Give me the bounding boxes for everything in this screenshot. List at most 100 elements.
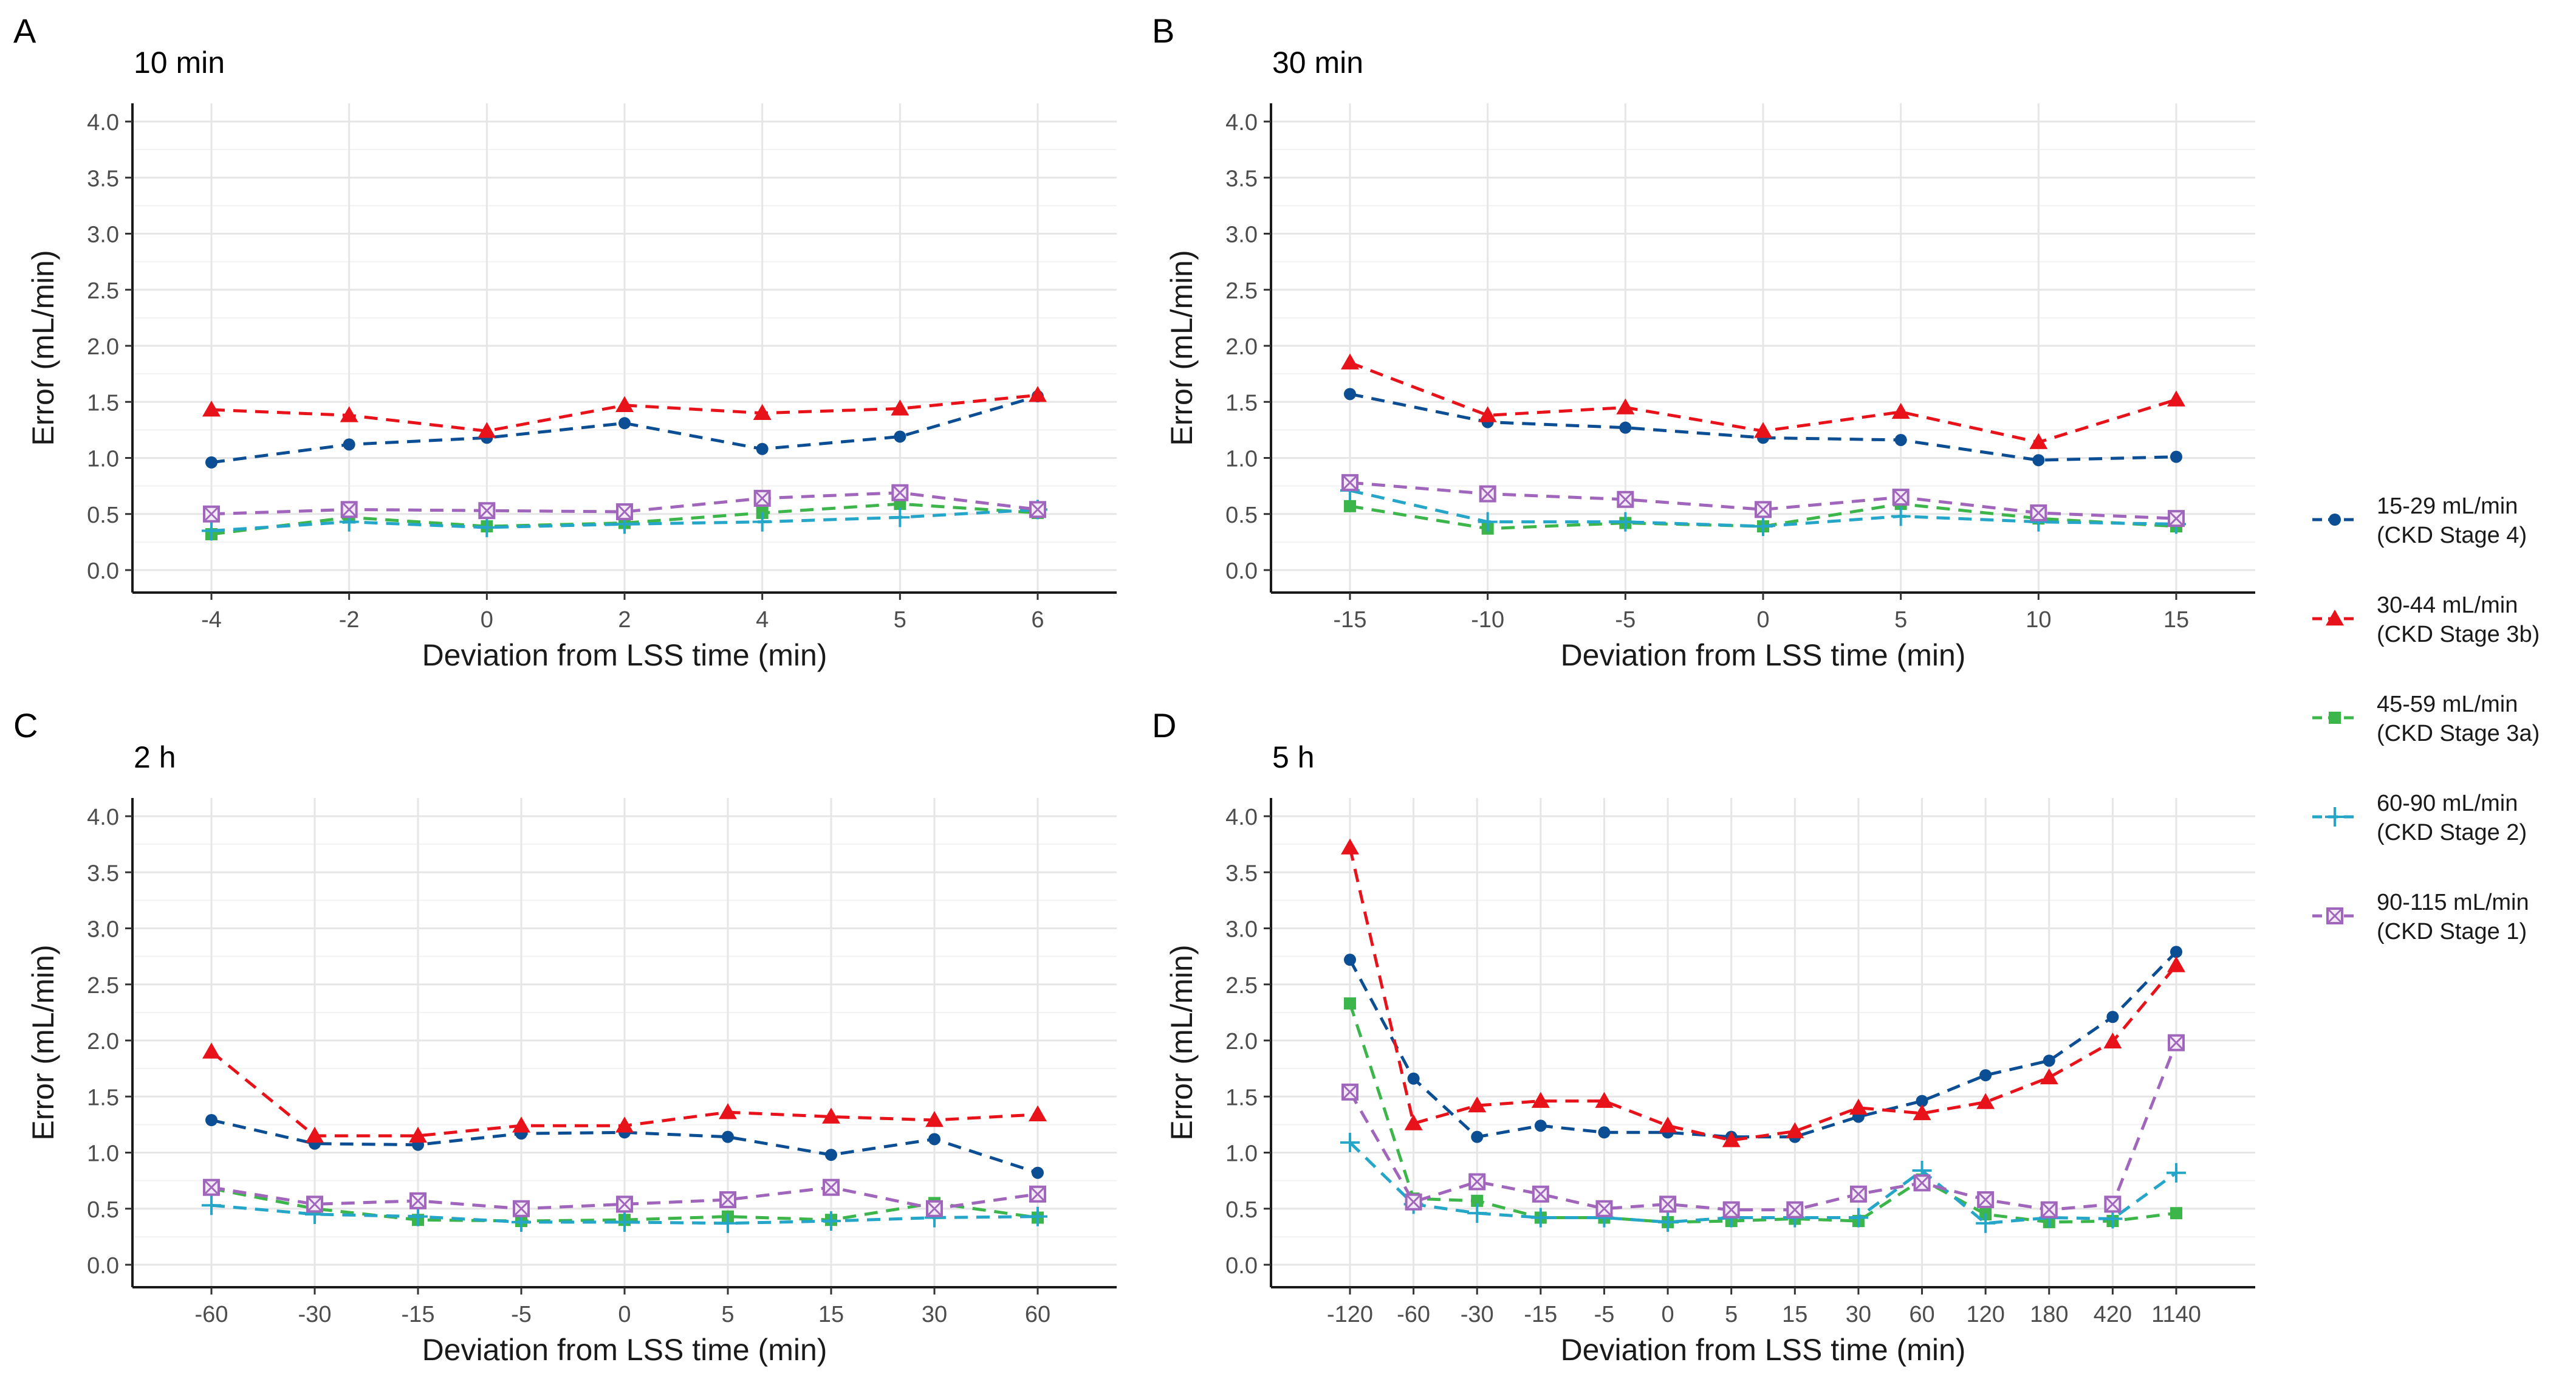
x-tick-label: 30 bbox=[922, 1302, 947, 1327]
data-point bbox=[2170, 1207, 2182, 1220]
x-tick-label: -60 bbox=[195, 1302, 228, 1327]
data-point bbox=[1977, 1191, 1995, 1208]
data-point bbox=[340, 406, 358, 422]
data-point bbox=[1344, 388, 1356, 401]
legend-item-s3: 45-59 mL/min (CKD Stage 3a) bbox=[2312, 692, 2540, 746]
data-point bbox=[408, 1206, 428, 1226]
x-axis-title: Deviation from LSS time (min) bbox=[422, 638, 827, 672]
legend-stage: (CKD Stage 2) bbox=[2377, 820, 2527, 845]
data-point bbox=[718, 1213, 738, 1233]
data-point bbox=[1616, 398, 1635, 414]
y-tick-label: 0.0 bbox=[1225, 1253, 1258, 1279]
legend-marker bbox=[2326, 907, 2343, 924]
data-point bbox=[2170, 450, 2182, 463]
data-point bbox=[1595, 1092, 1614, 1108]
data-point bbox=[719, 1191, 736, 1208]
data-point bbox=[722, 1130, 734, 1143]
y-tick-label: 4.0 bbox=[87, 110, 119, 136]
x-tick-label: -30 bbox=[298, 1302, 332, 1327]
x-tick-label: -15 bbox=[402, 1302, 435, 1327]
x-tick-label: 30 bbox=[1846, 1302, 1871, 1327]
legend-label: 90-115 mL/min bbox=[2377, 890, 2529, 915]
legend-marker bbox=[2325, 807, 2345, 827]
data-point bbox=[1755, 501, 1772, 518]
data-point bbox=[1478, 406, 1497, 422]
y-tick-label: 4.0 bbox=[87, 805, 119, 830]
legend-item-s2: 30-44 mL/min (CKD Stage 3b) bbox=[2312, 593, 2540, 647]
data-point bbox=[1753, 517, 1773, 537]
data-point bbox=[1891, 506, 1911, 526]
y-tick-label: 3.0 bbox=[1225, 917, 1258, 943]
y-axis-title: Error (mL/min) bbox=[26, 944, 60, 1140]
data-point bbox=[1722, 1131, 1741, 1147]
y-tick-label: 3.0 bbox=[87, 222, 119, 248]
data-point bbox=[512, 1116, 530, 1133]
data-point bbox=[890, 507, 910, 528]
data-point bbox=[1468, 1173, 1486, 1191]
data-point bbox=[205, 1113, 218, 1126]
x-tick-label: -15 bbox=[1524, 1302, 1557, 1327]
data-point bbox=[1471, 1130, 1484, 1143]
chart-panel-a: 0.0 0.5 1.0 1.5 2.0 2.5 3.0 3.5 4.0 -4 -2 0 2 4 5 6 Devi… bbox=[13, 12, 1117, 672]
x-tick-label: -4 bbox=[201, 607, 222, 633]
legend-item-s1: 15-29 mL/min (CKD Stage 4) bbox=[2312, 493, 2527, 548]
x-tick-label: 2 bbox=[618, 607, 631, 633]
x-tick-label: -10 bbox=[1471, 607, 1504, 633]
y-tick-label: 3.5 bbox=[1225, 861, 1258, 886]
series-s2 bbox=[202, 1042, 1047, 1143]
data-point bbox=[616, 503, 633, 521]
data-point bbox=[615, 1212, 634, 1232]
data-point bbox=[409, 1192, 426, 1209]
x-tick-label: 120 bbox=[1966, 1302, 2004, 1327]
x-tick-label: 4 bbox=[756, 607, 769, 633]
data-point bbox=[1659, 1195, 1677, 1213]
data-point bbox=[1658, 1212, 1678, 1232]
x-tick-label: 5 bbox=[1725, 1302, 1738, 1327]
x-tick-label: 180 bbox=[2030, 1302, 2068, 1327]
data-point bbox=[2040, 1201, 2058, 1219]
data-point bbox=[1619, 421, 1632, 434]
legend-marker bbox=[2329, 712, 2341, 724]
x-tick-label: 0 bbox=[1756, 607, 1769, 633]
data-point bbox=[2103, 1032, 2122, 1049]
data-point bbox=[1471, 1194, 1484, 1207]
data-point bbox=[616, 1195, 633, 1213]
data-point bbox=[1029, 1105, 1047, 1122]
data-point bbox=[1344, 954, 1356, 966]
data-point bbox=[2029, 433, 2048, 449]
data-point bbox=[1530, 1208, 1550, 1228]
data-point bbox=[753, 489, 771, 507]
data-point bbox=[1344, 997, 1356, 1010]
data-point bbox=[753, 404, 772, 420]
data-point bbox=[340, 501, 358, 518]
data-point bbox=[1341, 474, 1358, 492]
y-tick-label: 1.5 bbox=[1225, 1085, 1258, 1110]
x-tick-label: -15 bbox=[1334, 607, 1367, 633]
y-axis-title: Error (mL/min) bbox=[26, 250, 60, 445]
data-point bbox=[1976, 1093, 1995, 1109]
data-point bbox=[1029, 1185, 1046, 1203]
data-point bbox=[2167, 390, 2185, 407]
data-point bbox=[1028, 1206, 1047, 1226]
panel-title: 30 min bbox=[1272, 46, 1363, 80]
data-point bbox=[1341, 353, 1359, 370]
legend-label: 45-59 mL/min bbox=[2377, 692, 2518, 717]
data-point bbox=[1979, 1069, 1992, 1082]
y-tick-label: 2.0 bbox=[1225, 1029, 1258, 1054]
y-tick-label: 3.0 bbox=[87, 917, 119, 943]
y-axis-title: Error (mL/min) bbox=[1165, 250, 1199, 445]
y-tick-label: 2.5 bbox=[87, 278, 119, 304]
y-tick-label: 1.0 bbox=[87, 1141, 119, 1167]
data-point bbox=[2104, 1195, 2122, 1213]
data-point bbox=[1598, 1126, 1611, 1139]
data-point bbox=[203, 505, 220, 523]
series-line bbox=[1348, 1042, 2178, 1212]
data-point bbox=[1786, 1201, 1804, 1219]
chart-panel-c: 0.0 0.5 1.0 1.5 2.0 2.5 3.0 3.5 4.0 -60 -30 -15 -5 0 5… bbox=[13, 706, 1117, 1367]
series-s1 bbox=[205, 390, 1044, 469]
data-point bbox=[2170, 946, 2182, 958]
x-tick-label: 60 bbox=[1025, 1302, 1050, 1327]
data-point bbox=[202, 1195, 221, 1216]
x-tick-label: 6 bbox=[1031, 607, 1044, 633]
